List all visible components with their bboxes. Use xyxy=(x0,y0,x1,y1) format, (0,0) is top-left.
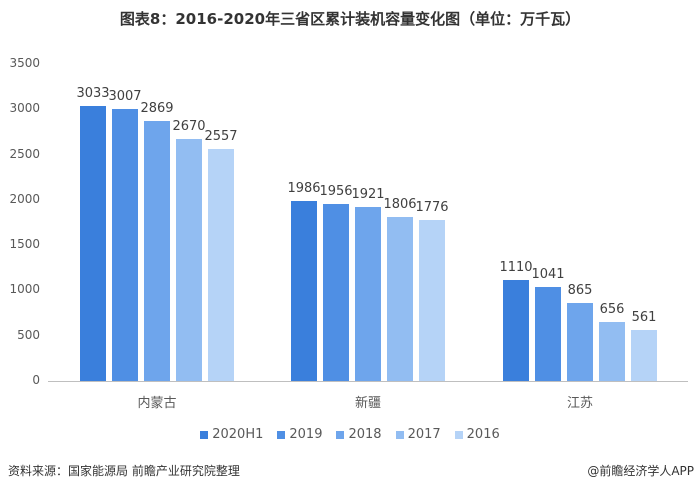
legend-label: 2016 xyxy=(466,427,500,442)
y-tick-label: 2500 xyxy=(9,146,40,161)
bar xyxy=(80,106,106,381)
bar xyxy=(503,280,529,381)
bar-value-label: 2869 xyxy=(140,101,174,117)
legend-label: 2018 xyxy=(348,427,382,442)
bar xyxy=(419,220,445,381)
bar-value-label: 2557 xyxy=(204,129,238,145)
bar xyxy=(599,321,625,381)
legend: 2020H1 2019 2018 2017 2016 xyxy=(0,427,700,442)
bar xyxy=(208,149,234,381)
y-tick-label: 3500 xyxy=(9,56,40,70)
legend-item: 2019 xyxy=(277,427,322,442)
x-category-label: 内蒙古 xyxy=(137,396,177,411)
bar-value-label: 1956 xyxy=(319,183,353,199)
bar xyxy=(176,139,202,381)
bar-value-label: 2670 xyxy=(172,119,206,135)
brand-label: @前瞻经济学人APP xyxy=(587,464,694,478)
legend-label: 2019 xyxy=(289,427,323,442)
bar-value-label: 3033 xyxy=(76,86,110,102)
y-tick-label: 3000 xyxy=(9,101,40,116)
x-category-label: 新疆 xyxy=(354,396,381,411)
chart-title: 图表8：2016-2020年三省区累计装机容量变化图（单位：万千瓦） xyxy=(119,10,581,28)
legend-label: 2020H1 xyxy=(212,427,264,442)
bar xyxy=(144,121,170,381)
bar xyxy=(387,217,413,381)
legend-item: 2017 xyxy=(395,427,441,442)
legend-swatch-icon xyxy=(200,430,209,439)
y-tick-label: 2000 xyxy=(9,191,40,206)
source-note: 资料来源：国家能源局 前瞻产业研究院整理 xyxy=(8,464,240,478)
y-tick-label: 1000 xyxy=(9,282,40,297)
legend-item: 2016 xyxy=(454,427,500,442)
bar-value-label: 1986 xyxy=(287,181,321,197)
bar xyxy=(323,203,349,381)
legend-swatch-icon xyxy=(277,430,286,439)
bar-value-label: 1110 xyxy=(499,260,533,276)
bar-value-label: 1776 xyxy=(415,200,449,216)
y-tick-label: 0 xyxy=(32,373,40,387)
bar-value-label: 865 xyxy=(567,282,593,298)
y-tick-label: 500 xyxy=(17,327,40,342)
legend-item: 2018 xyxy=(336,427,382,442)
legend-swatch-icon xyxy=(336,430,345,439)
bar xyxy=(631,330,657,381)
bar-value-label: 1921 xyxy=(351,187,385,202)
bar xyxy=(355,207,381,381)
bar-value-label: 656 xyxy=(599,301,625,317)
bar xyxy=(535,286,561,381)
y-tick-label: 1500 xyxy=(9,237,40,252)
legend-label: 2017 xyxy=(407,427,441,442)
legend-swatch-icon xyxy=(395,430,404,439)
x-axis-line xyxy=(48,381,688,382)
bar xyxy=(112,108,138,381)
bar-value-label: 561 xyxy=(631,310,657,326)
legend-item: 2020H1 xyxy=(200,427,263,442)
bar xyxy=(567,302,593,381)
bar-value-label: 1806 xyxy=(383,197,417,213)
bar-value-label: 3007 xyxy=(108,88,142,104)
bar-value-label: 1041 xyxy=(531,266,565,282)
x-category-label: 江苏 xyxy=(566,396,593,411)
legend-swatch-icon xyxy=(454,430,463,439)
bar xyxy=(291,201,317,381)
